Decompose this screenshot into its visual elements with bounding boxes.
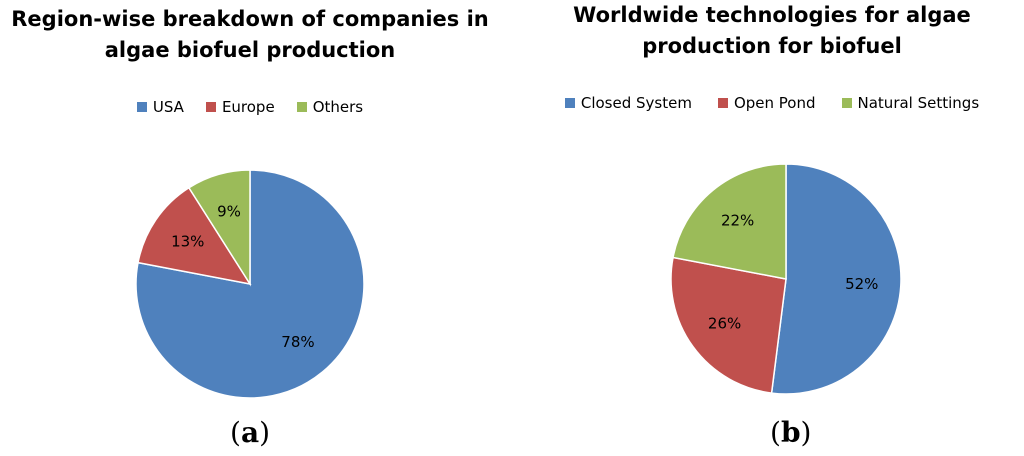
chart-title-a-line2: algae biofuel production: [104, 38, 396, 62]
chart-title-b-line1: Worldwide technologies for algae: [573, 3, 971, 27]
legend-b: Closed System Open Pond Natural Settings: [520, 94, 1024, 112]
legend-item-natural-settings: Natural Settings: [841, 94, 980, 112]
pie-slice-europe: [137, 186, 252, 286]
chart-title-a: Region-wise breakdown of companies in al…: [0, 4, 500, 66]
legend-item-europe: Europe: [205, 98, 275, 116]
legend-label-closed-system: Closed System: [580, 94, 692, 112]
caption-b-close: ): [800, 416, 812, 449]
caption-b: (b): [770, 416, 811, 449]
data-label-open-pond: 26%: [708, 315, 741, 333]
caption-a-open: (: [230, 416, 241, 449]
data-label-others: 9%: [217, 203, 241, 221]
caption-b-open: (: [770, 416, 781, 449]
legend-a: USA Europe Others: [0, 98, 500, 116]
data-label-usa: 78%: [281, 333, 314, 351]
legend-label-others: Others: [312, 98, 364, 116]
pie-slice-others: [187, 169, 251, 287]
legend-swatch-natural-settings: [841, 98, 852, 108]
legend-swatch-others: [296, 102, 307, 112]
chart-title-b: Worldwide technologies for algae product…: [520, 0, 1024, 62]
legend-swatch-closed-system: [564, 98, 575, 108]
chart-title-b-line2: production for biofuel: [642, 34, 902, 58]
data-label-closed-system: 52%: [845, 275, 878, 293]
pie-slice-natural-settings: [672, 163, 787, 280]
chart-panel-a: Region-wise breakdown of companies in al…: [0, 0, 500, 456]
data-label-natural-settings: 22%: [721, 212, 754, 230]
legend-item-others: Others: [296, 98, 364, 116]
pie-slice-open-pond: [670, 256, 787, 394]
caption-a-close: ): [259, 416, 271, 449]
pie-slice-closed-system: [770, 163, 902, 395]
caption-a-letter: a: [240, 416, 260, 449]
chart-panel-b: Worldwide technologies for algae product…: [520, 0, 1024, 456]
data-label-europe: 13%: [171, 233, 204, 251]
caption-a: (a): [230, 416, 270, 449]
legend-label-europe: Europe: [221, 98, 275, 116]
legend-swatch-europe: [205, 102, 216, 112]
legend-swatch-usa: [136, 102, 147, 112]
legend-swatch-open-pond: [717, 98, 728, 108]
legend-item-open-pond: Open Pond: [717, 94, 816, 112]
legend-item-closed-system: Closed System: [564, 94, 692, 112]
legend-label-open-pond: Open Pond: [733, 94, 816, 112]
pie-chart-b: 52% 26% 22%: [670, 163, 902, 395]
caption-b-letter: b: [780, 416, 801, 449]
pie-chart-a: 78% 13% 9%: [135, 169, 365, 399]
legend-label-natural-settings: Natural Settings: [857, 94, 980, 112]
legend-item-usa: USA: [136, 98, 184, 116]
legend-label-usa: USA: [152, 98, 184, 116]
chart-title-a-line1: Region-wise breakdown of companies in: [11, 7, 489, 31]
